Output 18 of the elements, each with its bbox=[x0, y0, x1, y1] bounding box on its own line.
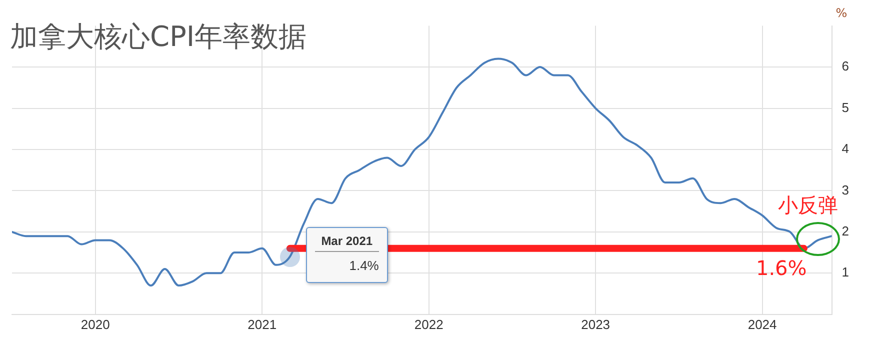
x-tick-label: 2020 bbox=[80, 316, 110, 332]
annotation: Mar 2021 bbox=[314, 234, 379, 252]
annotation: 小反弹 bbox=[778, 192, 838, 220]
x-tick-label: 2023 bbox=[581, 316, 610, 332]
annotation: 1.6% bbox=[756, 256, 807, 280]
x-tick-label: 2024 bbox=[748, 316, 777, 332]
tooltip-box: Mar 2021 1.4% bbox=[306, 226, 388, 283]
x-tick-label: 2022 bbox=[414, 316, 444, 332]
x-tick-label: 2021 bbox=[248, 316, 277, 332]
y-tick-label: 5 bbox=[842, 100, 850, 115]
y-tick-label: 6 bbox=[842, 58, 850, 74]
y-tick-label: 2 bbox=[842, 224, 850, 239]
y-axis-title: % bbox=[836, 6, 848, 20]
y-tick-label: 3 bbox=[842, 182, 850, 198]
y-tick-label: 4 bbox=[842, 141, 850, 156]
annotation: 1.4% bbox=[348, 258, 379, 273]
chart-title: 加拿大核心CPI年率数据 bbox=[10, 19, 307, 55]
y-tick-label: 1 bbox=[842, 264, 850, 280]
